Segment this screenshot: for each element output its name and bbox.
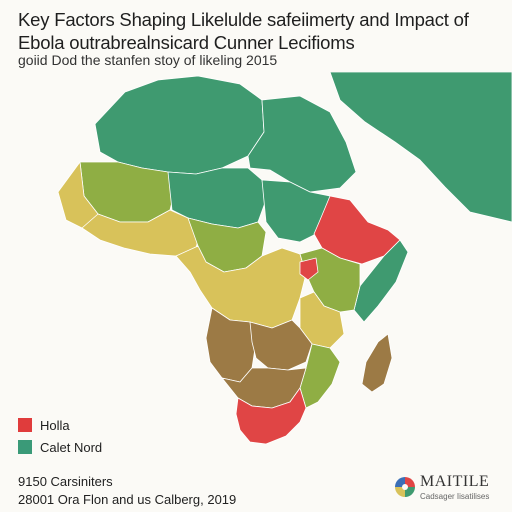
brand-tagline: Cadsager Iisatilises xyxy=(420,492,490,501)
region-madagascar-brown xyxy=(361,333,393,393)
region-zambia-brown xyxy=(249,319,313,371)
region-south-africa-red xyxy=(235,387,307,445)
legend-swatch-red xyxy=(18,418,32,432)
region-lake-victoria-red xyxy=(299,257,319,281)
map-legend: Holla Calet Nord xyxy=(18,414,102,458)
region-horn-red xyxy=(313,195,401,265)
legend-item: Calet Nord xyxy=(18,436,102,458)
footer-line-1: 9150 Carsiniters xyxy=(18,474,113,489)
africa-choropleth-map xyxy=(57,72,512,445)
region-north-africa-east xyxy=(247,95,357,193)
region-arabia xyxy=(329,72,512,223)
region-north-africa-west xyxy=(94,75,265,175)
footer-source: 9150 Carsiniters 28001 Ora Flon and us C… xyxy=(18,473,236,509)
region-congo-yellow xyxy=(175,245,307,329)
region-west-tip-yellow xyxy=(57,161,99,229)
footer-line-2: 28001 Ora Flon and us Calberg, 2019 xyxy=(18,492,237,507)
map-subtitle: goiid Dod the stanfen stoy of likeling 2… xyxy=(18,52,278,68)
legend-item: Holla xyxy=(18,414,102,436)
map-title: Key Factors Shaping Likelulde safeiimert… xyxy=(18,9,469,53)
legend-label: Holla xyxy=(40,417,70,433)
legend-swatch-green xyxy=(18,440,32,454)
brand-logo-block: MAITILE Cadsager Iisatilises xyxy=(394,473,489,501)
brand-logo-icon xyxy=(395,477,415,497)
brand-name: MAITILE xyxy=(420,473,490,490)
legend-label: Calet Nord xyxy=(40,439,103,455)
